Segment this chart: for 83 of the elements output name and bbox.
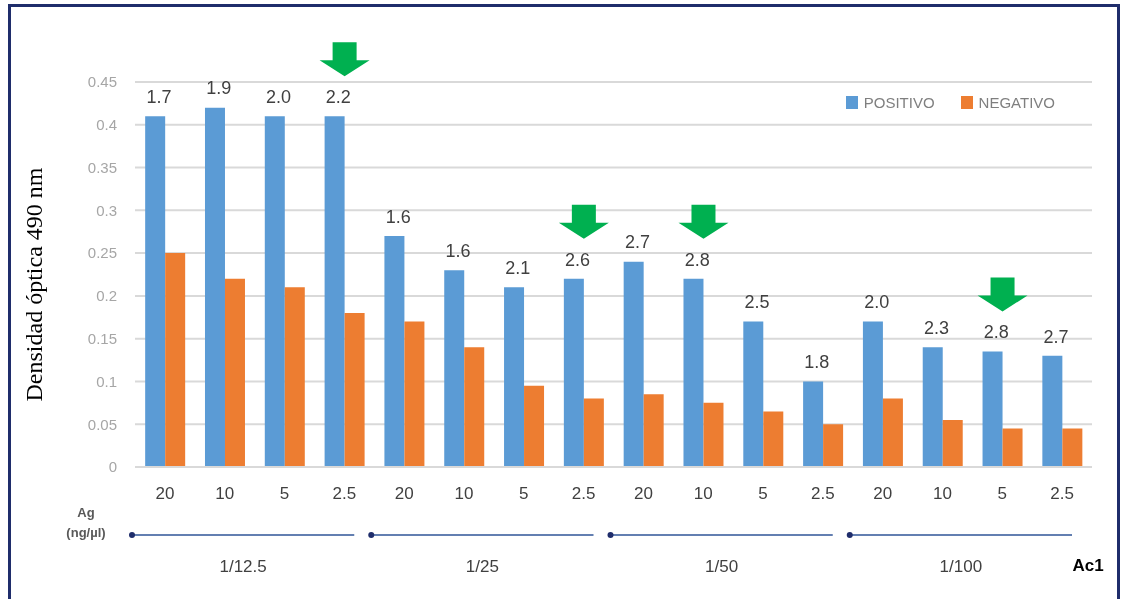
bar	[882, 398, 903, 467]
y-tick-label: 0.3	[96, 201, 117, 219]
x-tick-label: 20	[155, 484, 175, 504]
x-tick-label: 20	[394, 484, 414, 504]
bar	[743, 321, 764, 467]
bar	[224, 278, 245, 467]
x-tick-label: 10	[933, 484, 952, 504]
bar	[1042, 355, 1063, 467]
annotation: 2.0	[266, 86, 292, 107]
x-tick-label: 10	[215, 484, 235, 504]
y-tick-label: 0	[108, 458, 117, 476]
bar	[643, 394, 664, 467]
annotation: 1.9	[206, 78, 232, 99]
bar	[284, 287, 305, 467]
text: Ac1	[1072, 556, 1104, 576]
bar	[862, 321, 883, 467]
x-tick-label: 5	[279, 484, 290, 504]
annotation: 1.6	[445, 240, 471, 261]
bar	[464, 347, 485, 467]
annotation: 1.7	[146, 86, 172, 107]
bar	[703, 402, 724, 467]
legend-label: NEGATIVO	[978, 94, 1055, 111]
annotation: 2.8	[684, 249, 710, 270]
text: 1/50	[705, 557, 739, 577]
bar	[823, 424, 844, 467]
x-tick-label: 2.5	[571, 484, 596, 504]
bar	[942, 419, 963, 467]
bar	[922, 347, 943, 467]
bar	[683, 278, 704, 467]
x-tick-label: 20	[633, 484, 653, 504]
y-tick-label: 0.45	[87, 73, 117, 91]
x-tick-label: 2.5	[332, 484, 357, 504]
annotation: 1.8	[804, 352, 830, 373]
bar	[504, 287, 525, 467]
y-tick-label: 0.05	[87, 415, 117, 433]
x-tick-label: 2.5	[811, 484, 835, 504]
bar	[563, 278, 584, 467]
annotation: 2.1	[505, 258, 531, 279]
x-tick-label: 5	[997, 484, 1008, 504]
annotation: 2.5	[744, 292, 770, 313]
x-tick-label: 5	[519, 484, 529, 504]
annotation: 2.8	[983, 322, 1009, 343]
bar	[404, 321, 425, 467]
legend-label: POSITIVO	[863, 94, 935, 111]
bar	[803, 381, 824, 467]
bar	[384, 236, 405, 467]
annotation: 2.6	[565, 249, 591, 270]
y-tick-label: 0.15	[87, 329, 117, 347]
y-tick-label: 0.2	[96, 287, 117, 305]
annotation: 2.7	[1043, 326, 1069, 347]
bar	[982, 351, 1003, 467]
x-tick-label: 5	[758, 484, 768, 504]
annotation: 2.7	[624, 232, 650, 253]
bar	[204, 107, 225, 467]
bar	[763, 411, 784, 467]
y-tick-label: 0.35	[87, 158, 117, 176]
text: 1/25	[465, 557, 499, 577]
x-tick-label: 10	[454, 484, 474, 504]
y-tick-label: 0.1	[96, 372, 117, 390]
bar	[1002, 428, 1023, 467]
bar	[145, 116, 166, 467]
bar	[583, 398, 604, 467]
annotation: 2.3	[923, 317, 949, 338]
y-tick-label: 0.25	[87, 244, 117, 262]
bar	[444, 270, 465, 467]
x-axis-title: Ag (ng/µl)	[66, 504, 106, 542]
bar	[524, 385, 545, 467]
x-tick-label: 2.5	[1050, 484, 1074, 504]
bar	[165, 253, 186, 467]
x-tick-label: 10	[693, 484, 713, 504]
annotation: 2.0	[864, 292, 890, 313]
bar	[264, 116, 285, 467]
text: 1/100	[939, 557, 983, 577]
x-tick-label: 20	[873, 484, 893, 504]
y-tick-label: 0.4	[96, 116, 117, 134]
y-axis-title: Densidad óptica 490 nm	[20, 167, 47, 402]
text: 1/12.5	[219, 557, 267, 577]
bar	[344, 313, 365, 467]
bar	[623, 261, 644, 467]
bar	[324, 116, 345, 467]
annotation: 2.2	[325, 86, 351, 107]
annotation: 1.6	[385, 206, 411, 227]
bar	[1062, 428, 1083, 467]
